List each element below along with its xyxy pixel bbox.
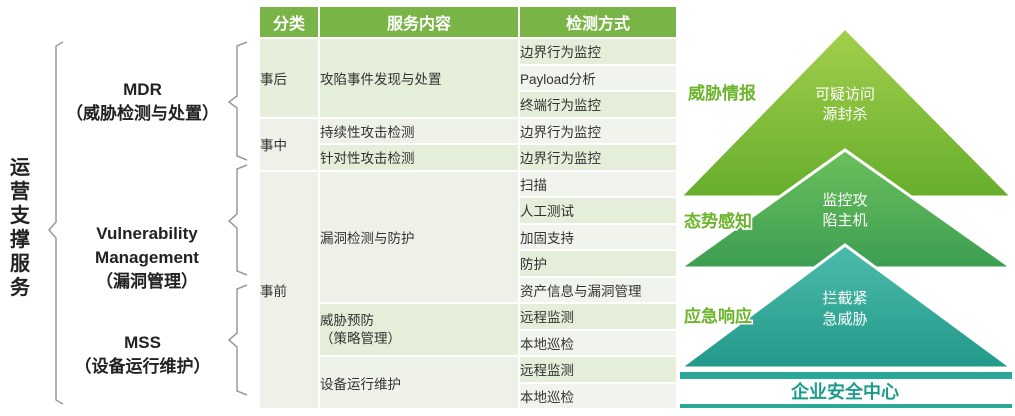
table-row: Payload分析: [259, 63, 678, 92]
table-row: 事前 漏洞检测与防护 扫描: [258, 169, 678, 410]
base-line: [680, 404, 1012, 408]
group-vulnerability: Vulnerability Management （漏洞管理）: [62, 222, 232, 294]
content-cell: 持续性攻击检测: [318, 116, 520, 145]
content-cell: 攻陷事件发现与处置: [318, 37, 520, 119]
content-cell: 针对性攻击检测: [318, 143, 520, 172]
category-cell: 事后: [258, 37, 320, 119]
table-header-row: 分类 服务内容 检测方式: [258, 5, 678, 39]
outer-bracket: [48, 41, 64, 405]
content-cell: 威胁预防 （策略管理）: [318, 302, 520, 357]
pyramid-inner-2b: 陷主机: [822, 212, 867, 229]
method-cell: 人工测试: [518, 196, 678, 225]
pyramid-inner-2a: 监控攻: [822, 192, 867, 209]
vulnerability-bracket: [227, 164, 248, 276]
method-cell: 加固支持: [518, 222, 678, 251]
method-cell: 本地巡检: [518, 328, 678, 357]
group-mdr-title: MDR: [123, 80, 162, 99]
content-cell: 设备运行维护: [318, 355, 520, 410]
category-cell: 事中: [258, 116, 320, 172]
mss-bracket: [227, 284, 248, 396]
pyramid-base-label: 企业安全中心: [790, 381, 899, 402]
security-pyramid: 威胁情报 态势感知 应急响应 可疑访问 源封杀 监控攻 陷主机 拦截紧 急威胁 …: [676, 25, 1015, 408]
method-cell: 扫描: [518, 169, 678, 198]
table-row: 本地巡检: [259, 328, 678, 357]
mdr-bracket: [227, 41, 248, 161]
method-cell: 边界行为监控: [518, 143, 678, 172]
table-row: 资产信息与漏洞管理: [259, 275, 678, 304]
group-vulnerability-title-2: Management: [95, 248, 199, 267]
table-row: 针对性攻击检测 边界行为监控: [259, 143, 678, 172]
header-method: 检测方式: [518, 5, 678, 39]
table-row: 设备运行维护 远程监测: [259, 355, 678, 410]
pyramid-inner-1a: 可疑访问: [815, 86, 875, 103]
content-cell-line: 威胁预防: [320, 312, 374, 328]
header-category: 分类: [258, 5, 320, 39]
table-row: 威胁预防 （策略管理） 远程监测: [259, 302, 678, 357]
pyramid-label-1: 威胁情报: [688, 83, 756, 103]
method-cell: 远程监测: [518, 355, 678, 384]
table-row: 防护: [259, 249, 678, 278]
method-cell: 边界行为监控: [518, 37, 678, 66]
pyramid-label-3: 应急响应: [684, 306, 752, 326]
table-row: 人工测试: [259, 196, 678, 225]
method-cell: 终端行为监控: [518, 90, 678, 119]
service-table: 分类 服务内容 检测方式 事后 攻陷事件发现与处置 边界行为监控 Payload…: [258, 5, 678, 410]
pyramid-inner-3a: 拦截紧: [822, 290, 867, 307]
pyramid-level-3: [676, 243, 1015, 370]
pyramid-label-2: 态势感知: [684, 211, 752, 231]
side-title: 运营支撑服务: [10, 157, 30, 299]
group-mss-title: MSS: [124, 333, 161, 352]
category-cell: 事前: [258, 169, 320, 410]
method-cell: 边界行为监控: [518, 116, 678, 145]
method-cell: 资产信息与漏洞管理: [518, 275, 678, 304]
table-row: 本地巡检: [259, 381, 678, 410]
method-cell: 本地巡检: [518, 381, 678, 410]
group-vulnerability-subtitle: （漏洞管理）: [96, 272, 198, 291]
table-row: 事后 攻陷事件发现与处置 边界行为监控: [258, 37, 678, 119]
table-row: 终端行为监控: [259, 90, 678, 119]
content-cell: 漏洞检测与防护: [318, 169, 520, 304]
group-mss-subtitle: （设备运行维护）: [74, 357, 211, 376]
pyramid-inner-1b: 源封杀: [822, 106, 867, 123]
pyramid-inner-3b: 急威胁: [822, 311, 867, 328]
method-cell: Payload分析: [518, 63, 678, 92]
group-vulnerability-title-1: Vulnerability: [96, 224, 198, 243]
method-cell: 防护: [518, 249, 678, 278]
method-cell: 远程监测: [518, 302, 678, 331]
content-cell-line: （策略管理）: [320, 330, 401, 346]
group-mss: MSS （设备运行维护）: [50, 331, 235, 379]
group-mdr: MDR （威胁检测与处置）: [50, 78, 235, 126]
group-brackets: [48, 41, 248, 405]
header-content: 服务内容: [318, 5, 520, 39]
group-mdr-subtitle: （威胁检测与处置）: [66, 104, 219, 123]
base-stripe: [680, 372, 1012, 379]
table-row: 事中 持续性攻击检测 边界行为监控: [258, 116, 678, 172]
